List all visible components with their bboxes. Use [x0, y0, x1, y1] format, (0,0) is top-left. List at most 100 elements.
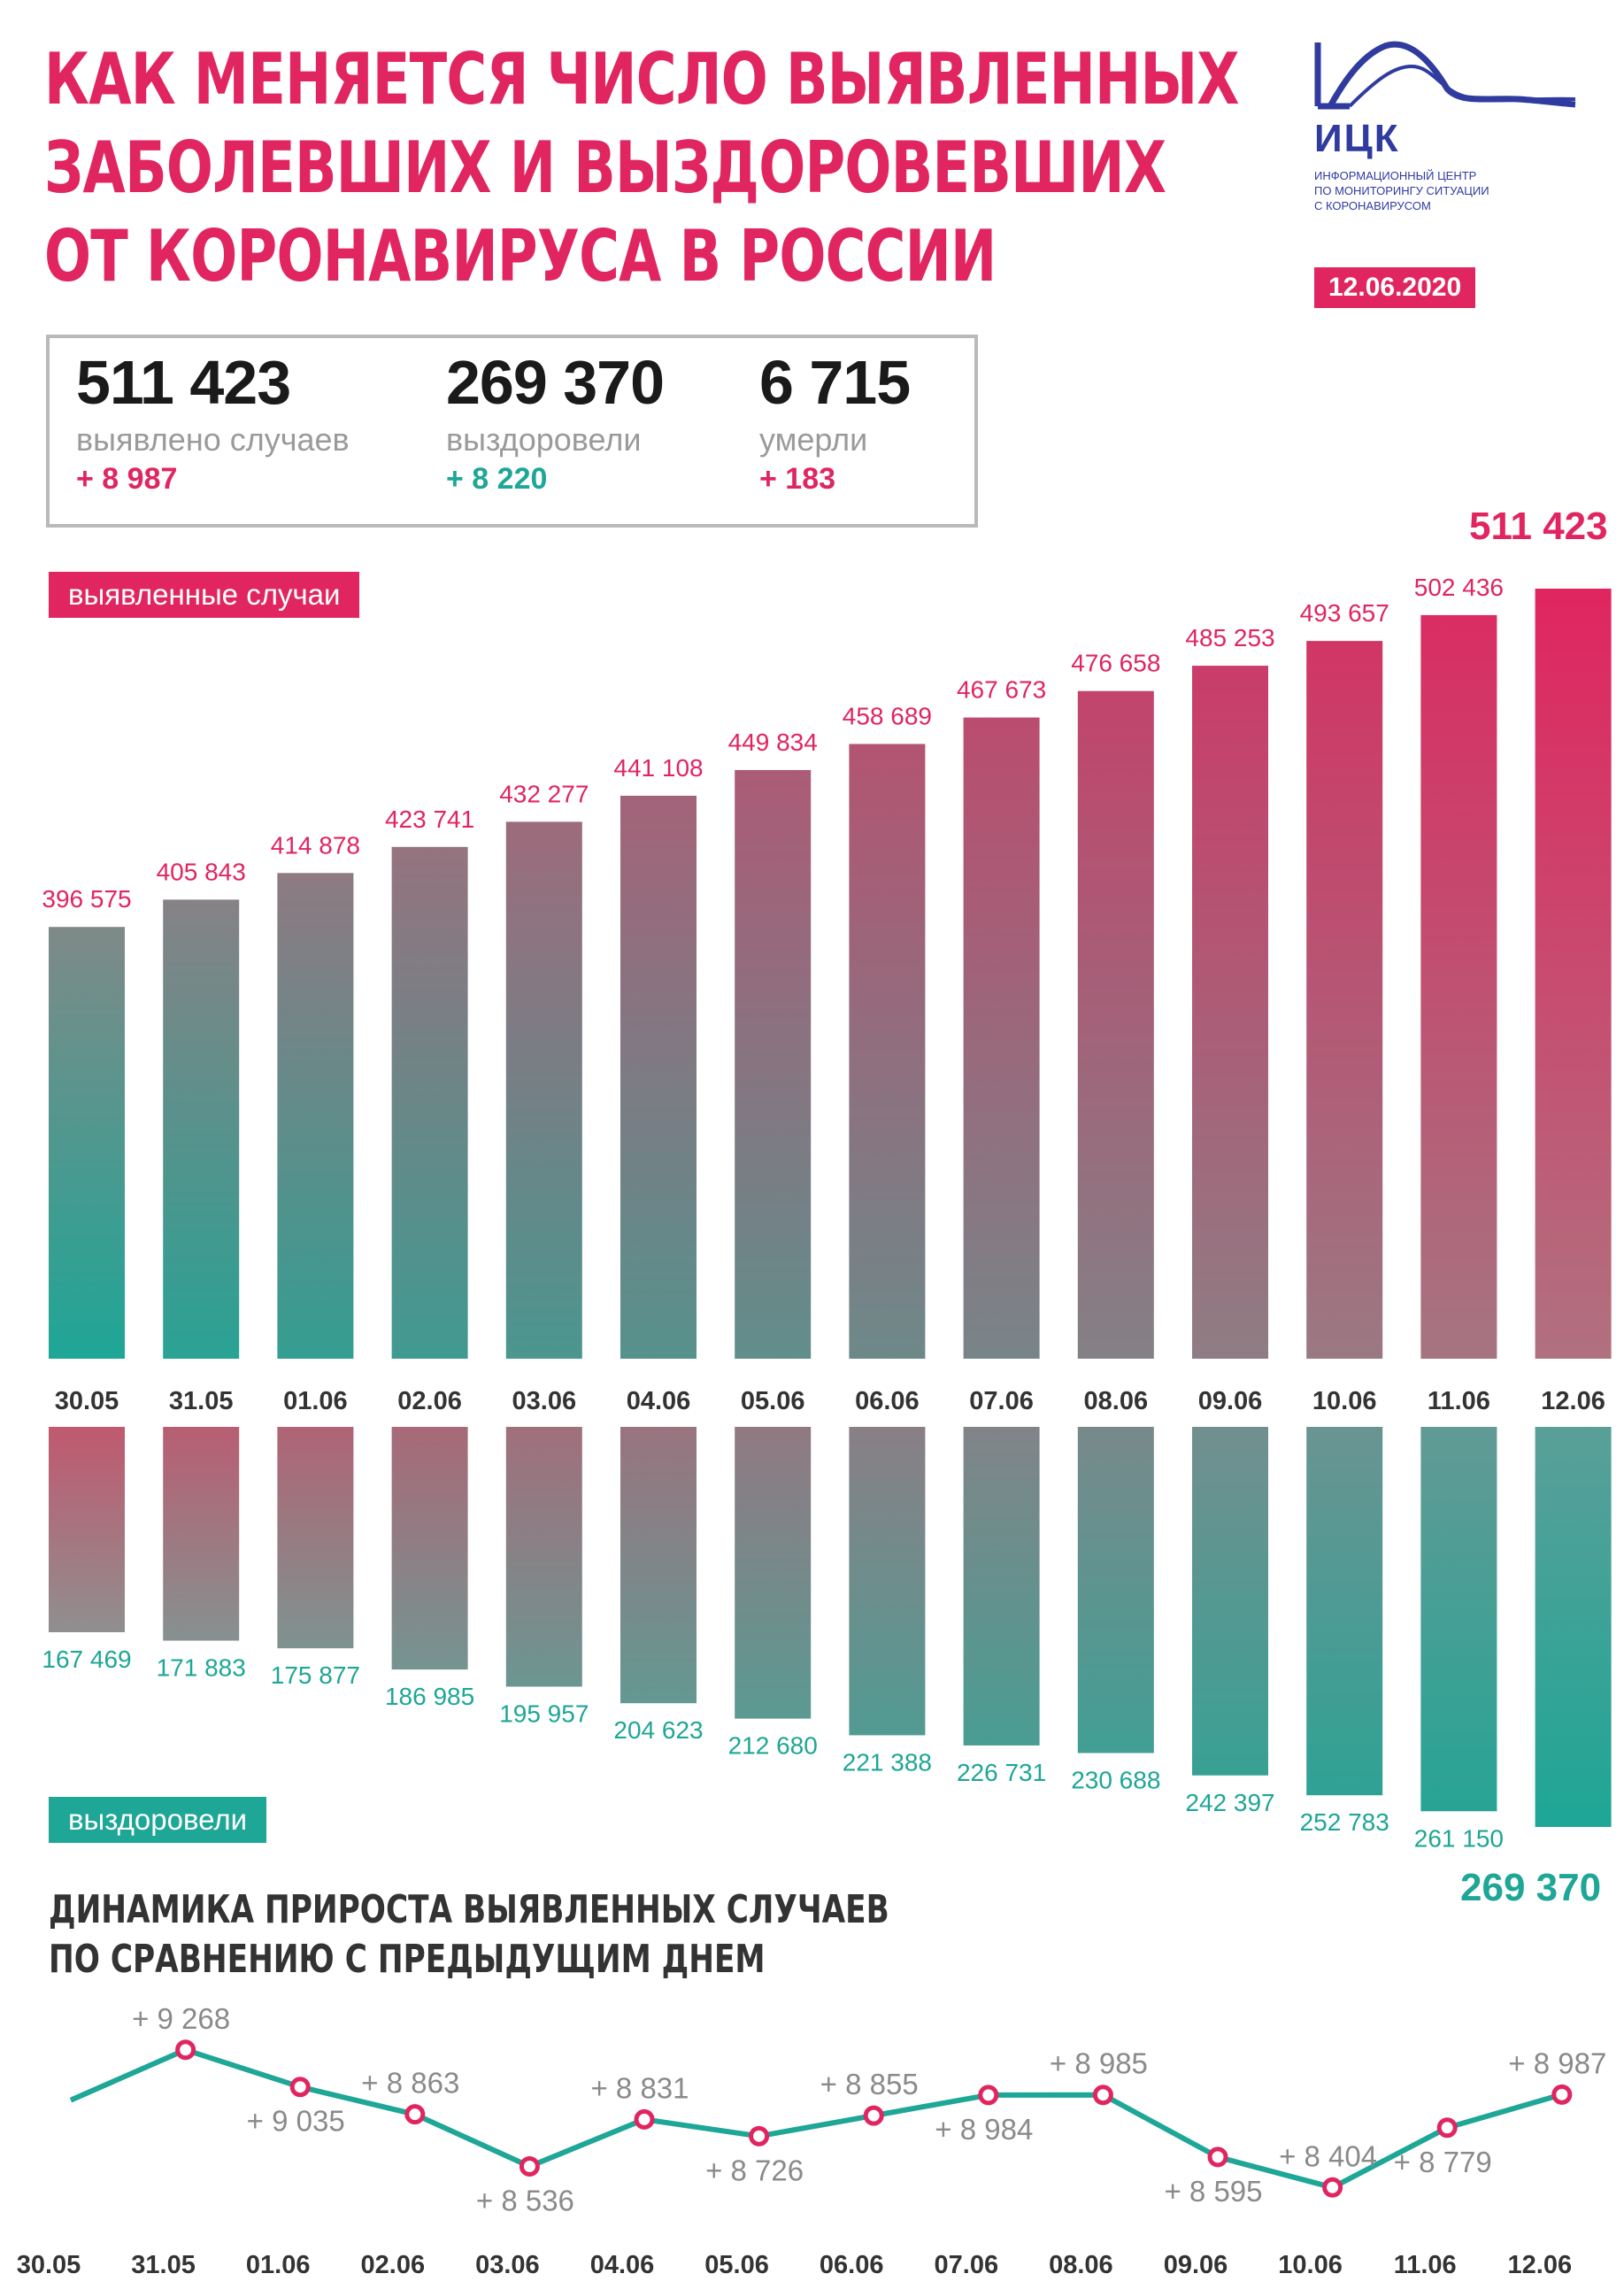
date-tick-label: 03.06: [512, 1387, 577, 1415]
stat-cases-delta: + 8 987: [76, 462, 178, 496]
title-line-1: КАК МЕНЯЕТСЯ ЧИСЛО ВЫЯВЛЕННЫХ: [44, 38, 1239, 120]
stat-deaths-label: умерли: [759, 421, 868, 458]
cases-bar-02.06: [391, 846, 468, 1359]
logo-sub-3: С КОРОНАВИРУСОМ: [1314, 199, 1431, 212]
date-tick-label: 02.06: [397, 1387, 462, 1415]
cases-data-label: 423 741: [385, 805, 474, 833]
cases-data-label: 476 658: [1071, 650, 1160, 677]
dynamics-data-label: + 8 595: [1164, 2175, 1262, 2208]
date-tick-label: 06.06: [820, 2251, 884, 2279]
recovered-bar-31.05: [163, 1427, 240, 1641]
cases-bar-31.05: [163, 899, 240, 1359]
recovered-bar-02.06: [391, 1427, 468, 1670]
logo-sub-1: ИНФОРМАЦИОННЫЙ ЦЕНТР: [1314, 169, 1477, 182]
recovered-bar-chart: 167 469 171 883 175 877 186 985 195 957 204 6…: [42, 1427, 1612, 1852]
date-tick-label: 31.05: [131, 2251, 196, 2279]
cases-bar-07.06: [963, 717, 1040, 1359]
recovered-bar-11.06: [1420, 1427, 1497, 1812]
date-tick-label: 01.06: [283, 1387, 348, 1415]
dynamics-data-label: + 9 035: [247, 2105, 345, 2138]
stat-recovered-label: выздоровели: [446, 421, 642, 458]
date-tick-label: 04.06: [627, 1387, 691, 1415]
date-tick-label: 05.06: [704, 2251, 769, 2279]
stat-cases-label: выявлено случаев: [76, 421, 350, 458]
cases-data-label: 414 878: [271, 831, 360, 859]
dynamics-point: [289, 2077, 311, 2098]
dynamics-point: [978, 2085, 999, 2106]
date-tick-label: 09.06: [1164, 2251, 1228, 2279]
dynamics-data-label: + 8 404: [1279, 2139, 1377, 2172]
recovered-bar-07.06: [963, 1427, 1040, 1746]
stats-summary: 511 423 выявлено случаев + 8 987 269 370…: [46, 335, 978, 528]
recovered-latest-total: 269 370: [1460, 1866, 1602, 1909]
date-badge: 12.06.2020: [1314, 267, 1476, 308]
cases-data-label: 485 253: [1185, 624, 1274, 651]
stat-recovered-value: 269 370: [446, 348, 665, 417]
date-tick-label: 07.06: [935, 2251, 999, 2279]
dynamics-data-label: + 8 987: [1508, 2046, 1606, 2079]
recovered-bar-08.06: [1077, 1427, 1154, 1753]
dynamics-point: [1551, 2084, 1573, 2105]
logo-sub-2: ПО МОНИТОРИНГУ СИТУАЦИИ: [1314, 184, 1489, 197]
recovered-data-label: 171 883: [157, 1654, 246, 1682]
page-title: КАК МЕНЯЕТСЯ ЧИСЛО ВЫЯВЛЕННЫХ ЗАБОЛЕВШИХ…: [44, 35, 1239, 301]
cases-bar-04.06: [620, 796, 697, 1359]
dynamics-point: [404, 2104, 426, 2125]
date-tick-label: 12.06: [1508, 2251, 1573, 2279]
dynamics-data-label: + 8 831: [590, 2071, 689, 2104]
date-tick-label: 12.06: [1541, 1387, 1605, 1415]
cases-data-label: 502 436: [1414, 574, 1504, 601]
stat-recovered: 269 370 выздоровели + 8 220: [446, 347, 665, 497]
date-tick-label: 31.05: [169, 1387, 234, 1415]
cases-data-label: 396 575: [42, 885, 131, 913]
cases-data-label: 449 834: [728, 728, 818, 756]
cases-data-label: 458 689: [843, 702, 932, 729]
dynamics-point: [634, 2108, 655, 2130]
logo-subtitle: ИНФОРМАЦИОННЫЙ ЦЕНТР ПО МОНИТОРИНГУ СИТУ…: [1314, 168, 1580, 213]
recovered-data-label: 226 731: [957, 1759, 1046, 1786]
recovered-bar-30.05: [49, 1427, 125, 1633]
date-tick-label: 30.05: [17, 2251, 81, 2279]
dynamics-data-label: + 8 984: [935, 2113, 1033, 2146]
dynamics-data-label: + 8 779: [1394, 2146, 1492, 2178]
recovered-data-label: 212 680: [728, 1732, 818, 1760]
cases-bar-chart: 396 575 30.05 405 843 31.05 414 878 01.06 423 …: [42, 574, 1612, 1415]
dynamics-point: [519, 2156, 540, 2177]
date-tick-label: 08.06: [1084, 1387, 1149, 1415]
cases-data-label: 493 657: [1300, 599, 1389, 627]
cases-bar-01.06: [277, 873, 354, 1359]
date-tick-label: 10.06: [1312, 1387, 1377, 1415]
cases-bar-30.05: [49, 927, 125, 1359]
date-tick-label: 06.06: [855, 1387, 920, 1415]
recovered-data-label: 242 397: [1185, 1789, 1274, 1816]
recovered-bar-04.06: [620, 1427, 697, 1704]
recovered-data-label: 261 150: [1414, 1824, 1504, 1852]
cases-latest-total: 511 423: [1469, 505, 1608, 548]
cases-bar-11.06: [1420, 614, 1497, 1359]
recovered-bar-06.06: [849, 1427, 926, 1736]
recovered-chart-title: выздоровели: [49, 1797, 267, 1843]
dynamics-point: [1322, 2177, 1343, 2198]
cases-bar-05.06: [735, 769, 812, 1359]
stat-cases-value: 511 423: [76, 348, 291, 417]
date-tick-label: 11.06: [1428, 1387, 1490, 1415]
dynamics-title: ДИНАМИКА ПРИРОСТА ВЫЯВЛЕННЫХ СЛУЧАЕВ ПО …: [49, 1885, 889, 1985]
cases-data-label: 432 277: [499, 780, 589, 807]
recovered-bar-10.06: [1306, 1427, 1383, 1796]
dynamics-point: [749, 2125, 770, 2146]
date-tick-label: 02.06: [361, 2251, 426, 2279]
recovered-data-label: 186 985: [385, 1683, 474, 1710]
recovered-bar-03.06: [505, 1427, 582, 1687]
dynamics-point: [1436, 2117, 1458, 2139]
dynamics-data-label: + 8 726: [705, 2154, 804, 2186]
dynamics-line: [69, 2046, 1563, 2191]
dynamics-point: [1092, 2085, 1113, 2106]
date-tick-label: 10.06: [1278, 2251, 1343, 2279]
date-tick-label: 04.06: [590, 2251, 655, 2279]
recovered-data-label: 167 469: [42, 1645, 131, 1673]
dynamics-point: [1207, 2146, 1228, 2168]
recovered-data-label: 252 783: [1300, 1808, 1389, 1836]
cases-data-label: 441 108: [613, 754, 703, 782]
cases-bar-08.06: [1077, 690, 1154, 1359]
